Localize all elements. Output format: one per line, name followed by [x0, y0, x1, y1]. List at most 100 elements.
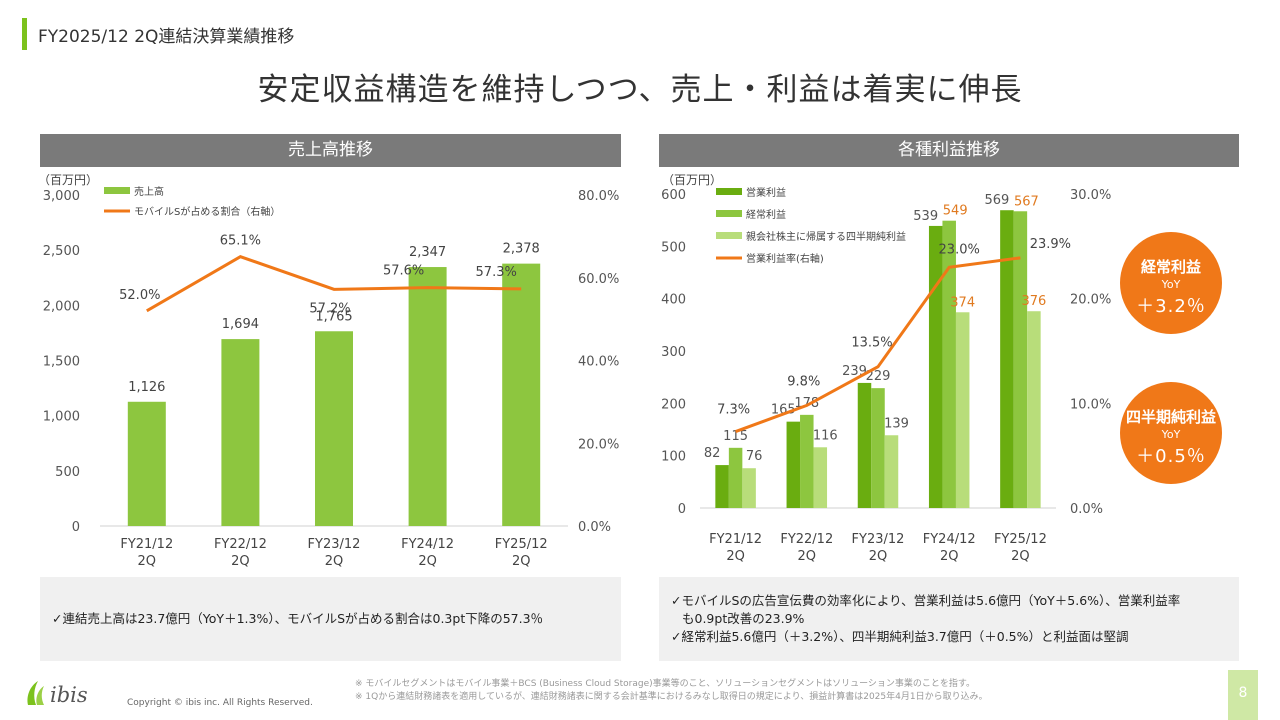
sales-chart: （百万円） 0 500 1,000 1,500 2,000 2,500 3,000 0.0% 20…	[38, 173, 619, 569]
ordinary-profit-data-label: 229	[866, 369, 891, 384]
ordinary-profit-bar	[728, 447, 743, 508]
y-tick-label: 3,000	[43, 189, 80, 204]
profit-note-line-2: も0.9pt改善の23.9%	[682, 611, 805, 626]
y-tick-label: 0	[72, 520, 80, 535]
x-tick-label: FY21/12	[120, 537, 173, 552]
mobile-share-label: 57.2%	[309, 301, 350, 316]
mobile-share-label: 57.6%	[383, 264, 424, 279]
mobile-share-label: 57.3%	[476, 265, 517, 280]
y2-tick-label: 10.0%	[1070, 397, 1111, 412]
x-tick-label: 2Q	[1011, 549, 1030, 564]
net-profit-data-label: 76	[746, 449, 763, 464]
sales-data-label: 2,378	[503, 242, 540, 257]
ordinary-profit-data-label: 549	[943, 204, 968, 219]
operating-margin-legend-label: 営業利益率(右軸)	[746, 252, 824, 265]
profit-note-line-3: ✓経常利益5.6億円（＋3.2%）、四半期純利益3.7億円（＋0.5%）と利益面…	[671, 629, 1129, 644]
ibis-logo: ibis	[27, 681, 88, 707]
operating-margin-label: 23.0%	[939, 242, 980, 257]
sales-note: ✓連結売上高は23.7億円（YoY＋1.3%）、モバイルSが占める割合は0.3p…	[40, 577, 621, 661]
ordinary-profit-data-label: 115	[723, 429, 748, 444]
x-tick-label: FY24/12	[401, 537, 454, 552]
operating-margin-label: 23.9%	[1030, 237, 1071, 252]
ordinary-profit-bar	[942, 220, 956, 508]
y-tick-label: 2,000	[43, 299, 80, 314]
y2-tick-label: 20.0%	[578, 437, 619, 452]
mobile-share-label: 65.1%	[220, 234, 261, 249]
ordinary-profit-bar	[871, 388, 885, 508]
badge-title: 経常利益	[1140, 258, 1201, 276]
operating-profit-data-label: 569	[984, 193, 1009, 208]
sales-data-label: 1,694	[222, 317, 259, 332]
x-tick-label: 2Q	[726, 549, 745, 564]
x-tick-label: FY23/12	[308, 537, 361, 552]
section-label: FY2025/12 2Q連結決算業績推移	[38, 27, 295, 47]
x-tick-label: 2Q	[325, 554, 344, 569]
x-tick-label: 2Q	[798, 549, 817, 564]
y-tick-label: 500	[661, 240, 686, 255]
ordinary-profit-bar	[1013, 211, 1028, 508]
net-profit-bar	[813, 447, 828, 508]
sales-data-label: 1,765	[315, 309, 352, 324]
x-tick-label: FY25/12	[994, 532, 1047, 547]
net-profit-legend-label: 親会社株主に帰属する四半期純利益	[746, 230, 906, 243]
y-tick-label: 200	[661, 397, 686, 412]
x-tick-label: FY22/12	[780, 532, 833, 547]
sales-panel-header: 売上高推移	[40, 134, 621, 167]
ordinary-profit-bar	[800, 414, 814, 508]
operating-profit-data-label: 82	[704, 446, 721, 461]
sales-bar	[315, 331, 353, 526]
footnote-1: ※ モバイルセグメントはモバイル事業＋BCS (Business Cloud S…	[355, 679, 976, 689]
operating-margin-label: 9.8%	[787, 374, 820, 389]
net-profit-legend-swatch	[716, 232, 742, 239]
net-profit-bar	[955, 312, 970, 508]
sales-bar	[221, 339, 260, 526]
ordinary-profit-legend-swatch	[716, 210, 742, 217]
mobile-share-label: 52.0%	[119, 288, 160, 303]
net-profit-yoy-badge: 四半期純利益 YoY ＋0.5％	[1120, 382, 1222, 484]
y-tick-label: 1,000	[43, 410, 80, 425]
y2-tick-label: 60.0%	[578, 272, 619, 287]
operating-profit-bar	[857, 382, 872, 508]
ordinary-profit-data-label: 567	[1014, 194, 1039, 209]
y-axis-unit: （百万円）	[662, 173, 722, 187]
sales-bar	[127, 401, 166, 526]
profit-note: ✓モバイルSの広告宣伝費の効率化により、営業利益は5.6億円（YoY＋5.6%）…	[659, 577, 1239, 661]
ordinary-profit-yoy-badge: 経常利益 YoY ＋3.2％	[1120, 232, 1222, 334]
profit-chart: （百万円） 0 100 200 300 400 500 600 0.0% 10.0% 20.0% 30…	[661, 173, 1111, 564]
badge-yoy-label: YoY	[1161, 278, 1181, 291]
ordinary-profit-legend-label: 経常利益	[746, 208, 786, 221]
x-tick-label: FY22/12	[214, 537, 267, 552]
y-tick-label: 500	[55, 465, 80, 480]
badge-title: 四半期純利益	[1125, 408, 1216, 426]
y-tick-label: 0	[678, 502, 686, 517]
operating-margin-label: 13.5%	[851, 336, 892, 351]
profit-panel-header: 各種利益推移	[659, 134, 1239, 167]
y2-tick-label: 20.0%	[1070, 293, 1111, 308]
page-number: 8	[1228, 670, 1258, 720]
x-tick-label: FY25/12	[495, 537, 548, 552]
logo-text: ibis	[50, 683, 88, 707]
sales-bar	[502, 263, 541, 526]
y-tick-label: 600	[661, 188, 686, 203]
x-tick-label: FY21/12	[709, 532, 762, 547]
x-tick-label: FY23/12	[852, 532, 905, 547]
profit-note-line-1: ✓モバイルSの広告宣伝費の効率化により、営業利益は5.6億円（YoY＋5.6%）…	[671, 593, 1181, 608]
legend-label-sales: 売上高	[134, 185, 164, 198]
operating-profit-data-label: 165	[771, 403, 796, 418]
operating-profit-bar	[1000, 210, 1014, 508]
net-profit-bar	[884, 435, 899, 508]
sales-data-label: 1,126	[128, 380, 165, 395]
copyright: Copyright © ibis inc. All Rights Reserve…	[127, 698, 313, 708]
net-profit-bar	[1027, 311, 1041, 508]
x-tick-label: 2Q	[869, 549, 888, 564]
sales-note-text: ✓連結売上高は23.7億円（YoY＋1.3%）、モバイルSが占める割合は0.3p…	[52, 611, 544, 626]
mobile-share-line	[146, 255, 522, 313]
x-tick-label: 2Q	[231, 554, 250, 569]
net-profit-bar	[742, 468, 756, 508]
operating-profit-bar	[715, 465, 729, 508]
footnote-2: ※ 1Qから連結財務諸表を適用しているが、連結財務諸表に関する会計基準におけるみ…	[355, 692, 988, 702]
x-tick-label: FY24/12	[923, 532, 976, 547]
operating-profit-data-label: 539	[913, 209, 938, 224]
y2-tick-label: 80.0%	[578, 189, 619, 204]
x-tick-label: 2Q	[418, 554, 437, 569]
